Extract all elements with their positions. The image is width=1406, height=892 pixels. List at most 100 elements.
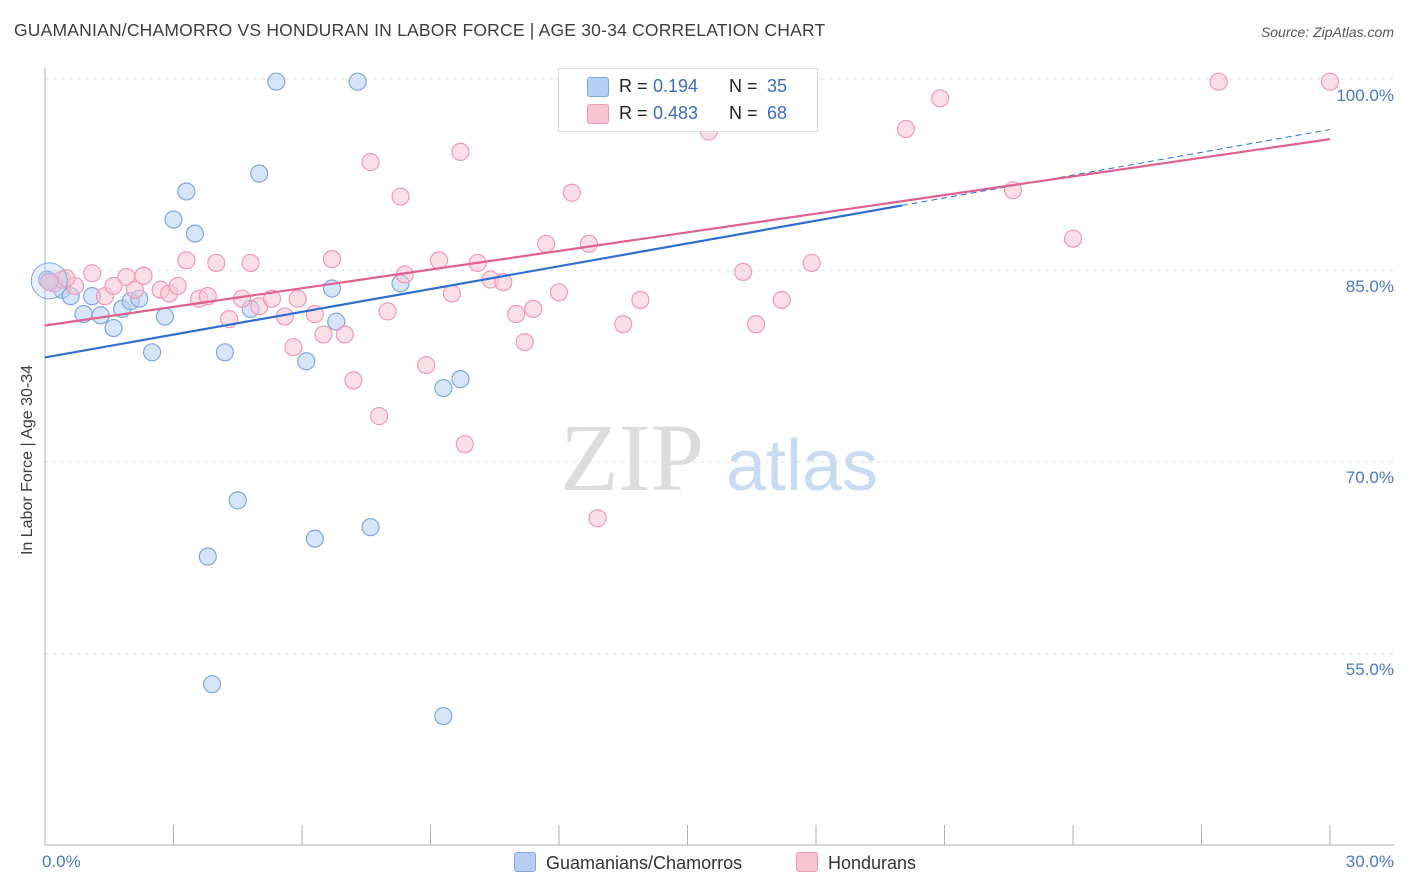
data-point-honduran: [579, 234, 599, 253]
data-point-honduran: [631, 290, 650, 310]
data-point-honduran: [370, 407, 389, 426]
data-point-honduran: [746, 315, 766, 334]
watermark-atlas: atlas: [726, 426, 878, 506]
data-point-honduran: [931, 89, 950, 108]
data-point-honduran: [134, 266, 153, 285]
data-point-honduran: [284, 338, 303, 357]
data-point-honduran: [391, 187, 410, 206]
data-point-guamanian: [434, 706, 453, 726]
data-point-guamanian: [297, 352, 316, 371]
data-point-guamanian: [104, 318, 123, 338]
legend-n-label: N =: [729, 76, 758, 96]
data-point-honduran: [288, 289, 307, 308]
x-tick-30: 30.0%: [1345, 852, 1394, 871]
legend-r-value: 0.483: [653, 103, 699, 123]
trendline-guamanian-extension: [901, 129, 1331, 207]
data-point-honduran: [549, 283, 569, 302]
data-point-honduran: [524, 299, 543, 319]
data-point-guamanian: [215, 343, 234, 362]
data-point-honduran: [442, 284, 462, 303]
watermark-zip: ZIP: [560, 404, 704, 511]
trendline-guamanian: [44, 204, 902, 359]
data-point-honduran: [515, 332, 534, 352]
series-legend-label: Guamanians/Chamorros: [546, 853, 743, 873]
y-tick-55: 55.0%: [1345, 660, 1394, 679]
series-legend: Guamanians/Chamorros Hondurans: [0, 852, 1406, 878]
data-point-guamanian: [91, 306, 110, 325]
data-point-guamanian: [185, 224, 205, 243]
y-tick-85: 85.0%: [1345, 277, 1394, 296]
data-point-honduran: [361, 153, 380, 172]
data-point-honduran: [83, 264, 102, 283]
data-point-honduran: [507, 304, 526, 324]
data-point-honduran: [314, 325, 333, 344]
data-point-honduran: [1209, 72, 1228, 91]
data-point-guamanian: [164, 210, 183, 229]
data-point-guamanian: [177, 182, 196, 201]
series-swatch-pink: [796, 852, 818, 872]
data-point-guamanian: [155, 307, 175, 326]
data-point-guamanian: [348, 72, 367, 91]
data-point-honduran: [896, 119, 916, 139]
grid-layer: [45, 78, 1394, 655]
data-point-honduran: [168, 276, 187, 296]
data-point-guamanian: [305, 529, 324, 548]
series-legend-label: Hondurans: [828, 853, 917, 873]
series-legend-honduran[interactable]: Hondurans: [796, 852, 916, 874]
data-point-honduran: [378, 302, 397, 321]
legend-n-label: N =: [729, 103, 758, 123]
data-point-honduran: [322, 250, 342, 269]
data-point-guamanian: [451, 370, 470, 389]
data-point-honduran: [241, 253, 260, 273]
legend-swatch-pink: [587, 104, 609, 124]
legend-r-value: 0.194: [653, 76, 699, 96]
data-point-guamanian: [228, 491, 247, 510]
data-point-honduran: [125, 280, 145, 299]
x-tick-0: 0.0%: [42, 852, 81, 871]
data-point-honduran: [335, 325, 354, 344]
data-point-honduran: [417, 355, 436, 375]
legend-swatch-blue: [587, 77, 609, 97]
data-point-honduran: [802, 253, 821, 273]
data-point-honduran: [177, 251, 196, 270]
legend-r-label: R =: [619, 103, 648, 123]
series-swatch-blue: [514, 852, 536, 872]
chart-title: GUAMANIAN/CHAMORRO VS HONDURAN IN LABOR …: [14, 20, 826, 40]
data-point-guamanian: [327, 312, 346, 331]
data-point-guamanian: [142, 343, 162, 362]
y-tick-100: 100.0%: [1336, 86, 1394, 105]
y-axis-label: In Labor Force | Age 30-34: [19, 364, 36, 556]
y-tick-70: 70.0%: [1345, 468, 1394, 487]
legend-n-value: 35: [767, 76, 788, 96]
data-point-honduran: [1063, 229, 1083, 248]
data-point-honduran: [734, 262, 753, 281]
data-point-honduran: [207, 253, 226, 273]
trend-layer: [44, 129, 1331, 359]
data-point-guamanian: [267, 72, 286, 91]
data-point-honduran: [429, 251, 449, 270]
data-point-guamanian: [202, 675, 222, 694]
axis-layer: [44, 68, 1394, 846]
series-legend-guamanian[interactable]: Guamanians/Chamorros: [514, 852, 742, 874]
data-point-honduran: [614, 315, 633, 334]
trendline-honduran: [44, 138, 1331, 327]
legend-r-label: R =: [619, 76, 648, 96]
legend-n-value: 68: [767, 103, 788, 123]
data-point-guamanian: [434, 378, 453, 398]
data-point-honduran: [40, 272, 59, 292]
data-point-guamanian: [361, 518, 380, 537]
data-point-honduran: [344, 371, 363, 390]
data-point-honduran: [104, 276, 123, 296]
watermark: ZIP atlas: [560, 404, 878, 511]
chart-source: Source: ZipAtlas.com: [1260, 24, 1394, 40]
data-point-honduran: [772, 290, 791, 310]
data-point-guamanian: [30, 262, 68, 300]
data-point-guamanian: [250, 164, 269, 183]
data-point-honduran: [262, 289, 282, 308]
data-point-honduran: [1320, 72, 1340, 91]
data-point-honduran: [588, 509, 607, 528]
correlation-legend: R = 0.194 N = 35 R = 0.483 N = 68: [558, 68, 818, 132]
data-point-guamanian: [198, 547, 217, 566]
data-point-honduran: [451, 142, 470, 162]
